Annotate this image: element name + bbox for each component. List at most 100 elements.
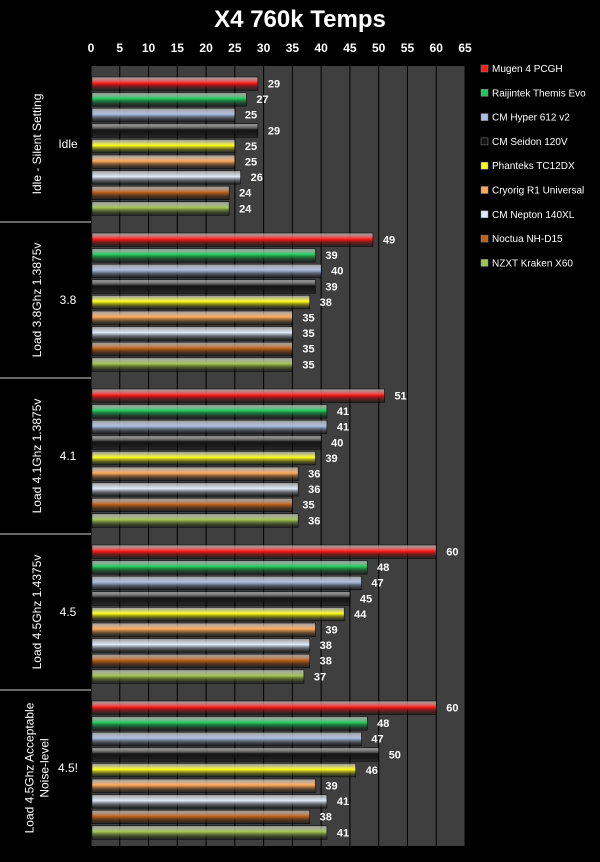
data-label: 38: [320, 656, 332, 668]
chart-title: X4 760k Temps: [214, 6, 386, 33]
bar: [91, 560, 368, 575]
data-label: 49: [383, 235, 395, 247]
data-label: 25: [245, 110, 257, 122]
data-label: 45: [360, 593, 372, 605]
x-tick-label: 45: [343, 41, 357, 55]
bar: [91, 809, 310, 824]
data-label: 38: [320, 812, 332, 824]
legend-label: Cryorig R1 Universal: [492, 186, 584, 197]
data-label: 39: [325, 281, 337, 293]
x-tick-label: 50: [372, 41, 386, 55]
data-label: 36: [308, 484, 320, 496]
data-label: 24: [239, 188, 252, 200]
data-label: 41: [337, 827, 349, 839]
bar: [91, 638, 310, 653]
data-label: 24: [239, 203, 252, 215]
bar: [91, 451, 316, 466]
group-label: 3.8: [60, 293, 77, 307]
x-tick-label: 10: [142, 41, 156, 55]
x-tick-label: 0: [88, 41, 95, 55]
bar: [91, 731, 362, 746]
legend-swatch: [480, 161, 489, 170]
bar: [91, 279, 316, 294]
bar: [91, 482, 299, 497]
group-label: 4.1: [60, 449, 77, 463]
data-label: 35: [302, 359, 314, 371]
bar: [91, 466, 299, 481]
data-label: 39: [325, 453, 337, 465]
data-label: 35: [302, 313, 314, 325]
x-tick-label: 55: [401, 41, 415, 55]
x-tick-label: 35: [286, 41, 300, 55]
bar: [91, 575, 362, 590]
legend-swatch: [480, 234, 489, 243]
x-tick-label: 40: [314, 41, 328, 55]
legend-label: Raijintek Themis Evo: [492, 88, 586, 99]
bar: [91, 76, 259, 91]
data-label: 47: [371, 578, 383, 590]
bar: [91, 825, 328, 840]
bar: [91, 404, 328, 419]
bar: [91, 326, 293, 341]
legend-label: Noctua NH-D15: [492, 234, 563, 245]
group-axis-label: Load 4.5Ghz 1.4375v: [30, 555, 44, 670]
bar: [91, 248, 316, 263]
data-label: 44: [354, 609, 367, 621]
bar: [91, 591, 351, 606]
bar: [91, 778, 316, 793]
legend-label: Phanteks TC12DX: [492, 161, 575, 172]
bar: [91, 700, 437, 715]
legend-swatch: [480, 113, 489, 121]
group-axis-label: Noise-level: [38, 738, 52, 797]
data-label: 38: [320, 297, 332, 309]
data-label: 36: [308, 469, 320, 481]
x-tick-label: 60: [430, 41, 444, 55]
data-label: 25: [245, 157, 257, 169]
data-label: 29: [268, 125, 280, 137]
data-label: 36: [308, 515, 320, 527]
legend-label: CM Seidon 120V: [492, 137, 568, 148]
bar: [91, 388, 385, 403]
data-label: 35: [302, 500, 314, 512]
bar: [91, 185, 230, 200]
x-tick-label: 5: [116, 41, 123, 55]
data-label: 38: [320, 640, 332, 652]
bar: [91, 232, 374, 247]
bar: [91, 310, 293, 325]
group-label: 4.5!: [58, 761, 78, 775]
group-label: 4.5: [60, 605, 77, 619]
bar: [91, 716, 368, 731]
data-label: 60: [446, 547, 458, 559]
legend-swatch: [480, 210, 489, 219]
data-label: 35: [302, 328, 314, 340]
bar: [91, 201, 230, 216]
data-label: 39: [325, 250, 337, 262]
x-tick-label: 25: [228, 41, 242, 55]
group-axis-label: Load 4.1Ghz 1.3875v: [30, 399, 44, 514]
legend-swatch: [480, 89, 489, 97]
data-label: 46: [366, 765, 378, 777]
bar: [91, 794, 328, 809]
bar: [91, 123, 259, 138]
bar: [91, 170, 241, 185]
data-label: 51: [394, 391, 406, 403]
x-tick-label: 30: [257, 41, 271, 55]
legend-swatch: [480, 186, 489, 194]
data-label: 40: [331, 266, 343, 278]
bar: [91, 622, 316, 637]
bar: [91, 139, 236, 154]
bar: [91, 669, 305, 684]
x-tick-label: 15: [171, 41, 185, 55]
bar: [91, 295, 310, 310]
data-label: 39: [325, 781, 337, 793]
bar: [91, 92, 247, 107]
x-tick-label: 20: [199, 41, 213, 55]
data-label: 37: [314, 671, 326, 683]
x-tick-label: 65: [458, 41, 472, 55]
legend-label: CM Nepton 140XL: [492, 210, 575, 221]
bar: [91, 747, 379, 762]
legend-swatch: [480, 137, 489, 146]
data-label: 41: [337, 796, 349, 808]
bar: [91, 763, 356, 778]
